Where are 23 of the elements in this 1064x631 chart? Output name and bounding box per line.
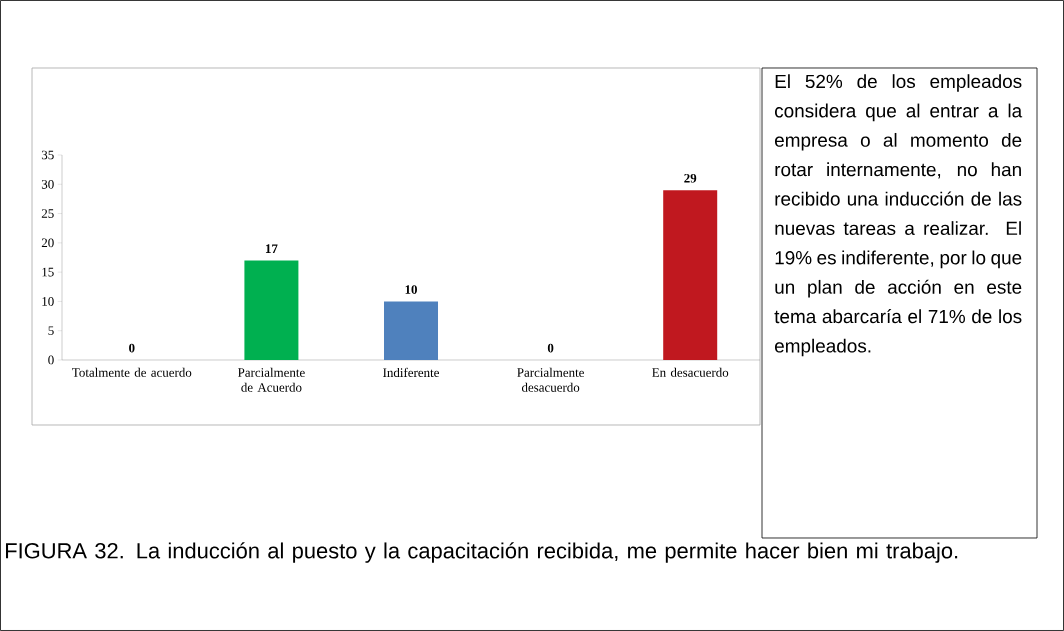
bar [663,190,718,360]
x-tick-label: Parcialmente desacuerdo [517,367,584,392]
text: FIGURA 32. La inducción al puesto y la capacitación recibida, me permite hacer bien mi trabajo. [6,542,958,563]
y-tick-label: 10 [42,297,54,306]
data-label: 29 [684,173,697,183]
y-tick-label: 35 [41,150,54,160]
y-tick-label: 20 [41,238,54,248]
data-label: 17 [265,244,278,253]
y-tick-label: 0 [48,355,54,365]
y-tick-label: 25 [41,209,54,218]
text: El 52% de los empleados considera que al entrar a la empresa o al momento de rotar internamente, no han recibido una inducción de las nuevas tareas a realizar. El 19% es indiferente, por lo que un plan de acción en este tema abarcaría el 71% de los empleados. [774,74,1023,357]
data-label: 0 [547,343,554,353]
data-label: 10 [405,285,417,294]
y-tick-label: 30 [41,179,54,189]
y-tick-label: 15 [42,267,54,277]
x-tick-label: En desacuerdo [652,367,729,377]
data-label: 0 [129,343,135,353]
y-tick-label: 5 [48,326,54,335]
x-tick-label: Parcialmente de Acuerdo [237,367,305,392]
bar [244,260,299,360]
x-tick-label: Totalmente de acuerdo [72,367,192,377]
bar [384,301,439,360]
x-tick-label: Indiferente [383,367,439,377]
